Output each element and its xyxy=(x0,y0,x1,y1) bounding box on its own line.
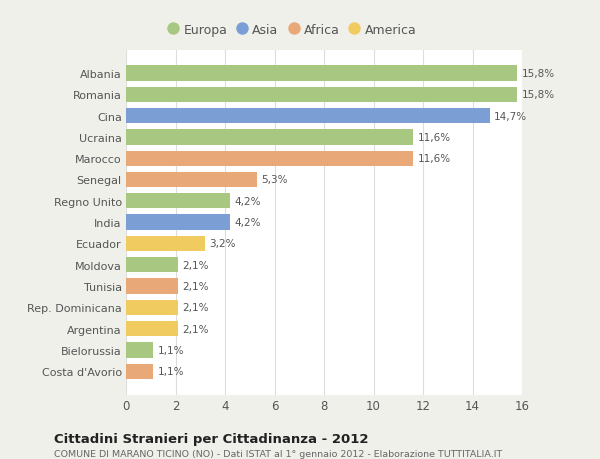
Bar xyxy=(126,66,517,81)
Bar xyxy=(126,130,413,145)
Bar xyxy=(126,342,153,358)
Text: 2,1%: 2,1% xyxy=(182,260,209,270)
Bar xyxy=(126,279,178,294)
Text: COMUNE DI MARANO TICINO (NO) - Dati ISTAT al 1° gennaio 2012 - Elaborazione TUTT: COMUNE DI MARANO TICINO (NO) - Dati ISTA… xyxy=(54,449,502,458)
Text: 2,1%: 2,1% xyxy=(182,302,209,313)
Text: 5,3%: 5,3% xyxy=(262,175,288,185)
Text: 11,6%: 11,6% xyxy=(418,154,451,164)
Text: 3,2%: 3,2% xyxy=(209,239,236,249)
Text: Cittadini Stranieri per Cittadinanza - 2012: Cittadini Stranieri per Cittadinanza - 2… xyxy=(54,432,368,445)
Text: 14,7%: 14,7% xyxy=(494,112,527,121)
Text: 15,8%: 15,8% xyxy=(521,90,554,100)
Bar xyxy=(126,151,413,167)
Text: 2,1%: 2,1% xyxy=(182,281,209,291)
Text: 4,2%: 4,2% xyxy=(235,218,261,228)
Bar xyxy=(126,215,230,230)
Text: 1,1%: 1,1% xyxy=(158,366,184,376)
Bar xyxy=(126,257,178,273)
Text: 2,1%: 2,1% xyxy=(182,324,209,334)
Bar xyxy=(126,194,230,209)
Text: 1,1%: 1,1% xyxy=(158,345,184,355)
Bar xyxy=(126,173,257,188)
Text: 15,8%: 15,8% xyxy=(521,69,554,79)
Bar xyxy=(126,364,153,379)
Text: 4,2%: 4,2% xyxy=(235,196,261,207)
Text: 11,6%: 11,6% xyxy=(418,133,451,143)
Legend: Europa, Asia, Africa, America: Europa, Asia, Africa, America xyxy=(163,19,421,42)
Bar xyxy=(126,109,490,124)
Bar xyxy=(126,87,517,103)
Bar xyxy=(126,321,178,336)
Bar xyxy=(126,300,178,315)
Bar xyxy=(126,236,205,252)
